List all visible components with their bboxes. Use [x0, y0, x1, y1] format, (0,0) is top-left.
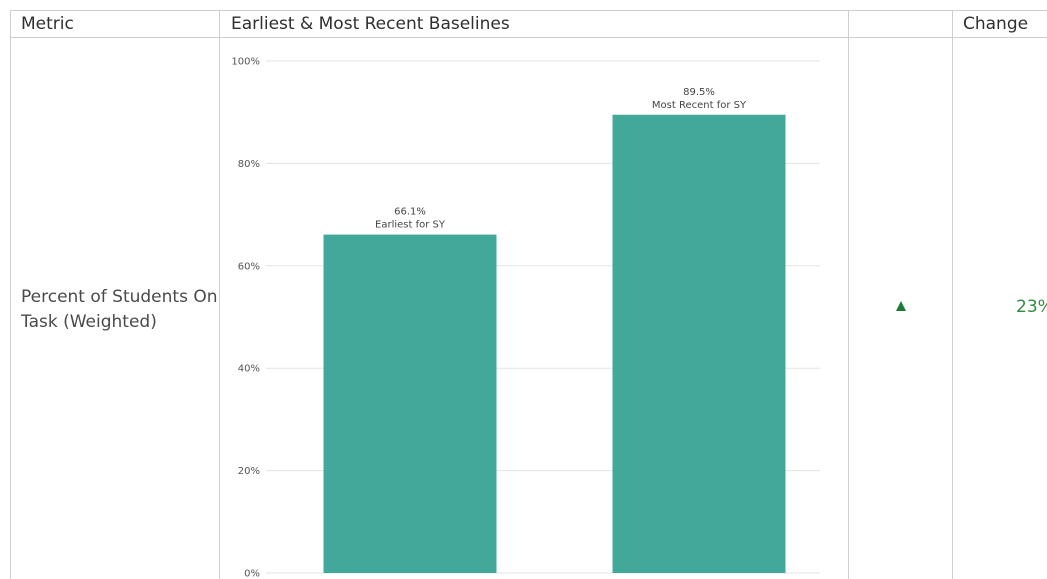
- bar-value-label: 66.1%: [394, 207, 426, 218]
- column-divider: [219, 11, 220, 579]
- baselines-bar-chart: 0% 20% 40% 60% 80% 100% 66.1% Earliest for SY 89…: [231, 57, 820, 579]
- bar: [612, 114, 786, 573]
- bar: [323, 234, 497, 573]
- y-tick-label: 40%: [238, 364, 260, 375]
- header-divider: [11, 37, 1047, 38]
- metrics-table: Metric Earliest & Most Recent Baselines …: [10, 10, 1047, 579]
- y-tick-label: 20%: [238, 466, 260, 477]
- y-tick-label: 80%: [238, 159, 260, 170]
- y-tick-label: 100%: [231, 57, 260, 68]
- header-change: Change: [963, 14, 1029, 34]
- column-divider: [952, 11, 953, 579]
- header-metric: Metric: [21, 14, 74, 34]
- bar-category-label: Most Recent for SY: [652, 100, 747, 111]
- up-arrow-icon: [896, 301, 906, 311]
- column-divider: [848, 11, 849, 579]
- bar-category-label: Earliest for SY: [375, 220, 446, 231]
- y-tick-label: 0%: [244, 569, 260, 579]
- y-tick-label: 60%: [238, 261, 260, 272]
- bar-value-label: 89.5%: [683, 87, 715, 98]
- metric-name: Percent of Students On Task (Weighted): [21, 287, 218, 332]
- header-baselines: Earliest & Most Recent Baselines: [231, 14, 510, 34]
- change-value: 23%: [1016, 297, 1047, 317]
